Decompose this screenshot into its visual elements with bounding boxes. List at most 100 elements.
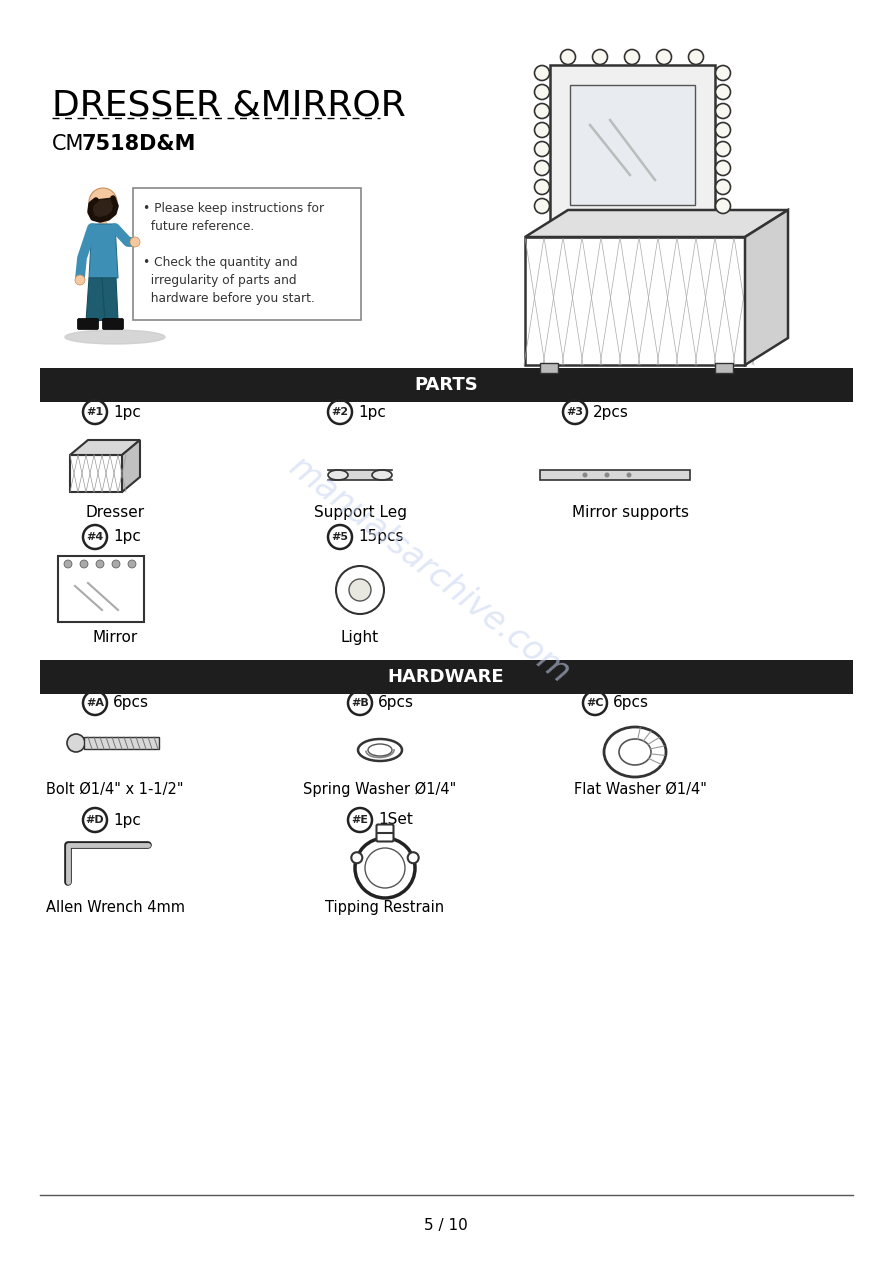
- FancyBboxPatch shape: [78, 318, 98, 330]
- Ellipse shape: [604, 727, 666, 777]
- Text: #3: #3: [566, 407, 583, 417]
- Text: • Check the quantity and: • Check the quantity and: [143, 256, 297, 269]
- Circle shape: [535, 141, 549, 157]
- Text: Allen Wrench 4mm: Allen Wrench 4mm: [46, 901, 185, 914]
- Circle shape: [535, 104, 549, 119]
- Text: #A: #A: [86, 698, 104, 709]
- Polygon shape: [525, 210, 788, 237]
- Text: manualsarchive.com: manualsarchive.com: [283, 450, 577, 690]
- Circle shape: [349, 578, 371, 601]
- Circle shape: [89, 188, 117, 216]
- Text: • Please keep instructions for: • Please keep instructions for: [143, 202, 324, 215]
- Text: Tipping Restrain: Tipping Restrain: [325, 901, 445, 914]
- Circle shape: [67, 734, 85, 751]
- Text: Dresser: Dresser: [86, 505, 145, 520]
- Ellipse shape: [358, 739, 402, 762]
- Circle shape: [624, 49, 639, 64]
- Text: Bolt Ø1/4" x 1-1/2": Bolt Ø1/4" x 1-1/2": [46, 782, 184, 797]
- Text: 6pcs: 6pcs: [378, 696, 414, 711]
- Circle shape: [592, 49, 607, 64]
- Text: 7518D&M: 7518D&M: [82, 134, 196, 154]
- Polygon shape: [745, 210, 788, 365]
- Circle shape: [535, 85, 549, 100]
- Circle shape: [689, 49, 704, 64]
- Polygon shape: [70, 440, 140, 455]
- Text: #D: #D: [86, 815, 104, 825]
- FancyBboxPatch shape: [570, 85, 695, 205]
- Polygon shape: [86, 278, 105, 322]
- Polygon shape: [90, 198, 116, 220]
- Circle shape: [130, 237, 140, 248]
- Text: 1pc: 1pc: [113, 812, 141, 827]
- Circle shape: [715, 179, 730, 195]
- Text: Light: Light: [341, 630, 379, 645]
- FancyBboxPatch shape: [103, 318, 123, 330]
- Circle shape: [656, 49, 672, 64]
- FancyBboxPatch shape: [377, 825, 394, 841]
- Circle shape: [715, 66, 730, 81]
- Polygon shape: [89, 224, 118, 278]
- FancyBboxPatch shape: [84, 738, 159, 749]
- Text: Mirror supports: Mirror supports: [572, 505, 689, 520]
- FancyBboxPatch shape: [40, 661, 853, 693]
- Text: #4: #4: [87, 532, 104, 542]
- FancyBboxPatch shape: [40, 368, 853, 402]
- FancyBboxPatch shape: [58, 556, 144, 621]
- Text: 1pc: 1pc: [113, 529, 141, 544]
- Text: 1pc: 1pc: [113, 404, 141, 419]
- Circle shape: [408, 853, 419, 863]
- Text: #B: #B: [351, 698, 369, 709]
- FancyBboxPatch shape: [540, 362, 558, 373]
- Text: 1Set: 1Set: [378, 812, 413, 827]
- Circle shape: [128, 560, 136, 568]
- Ellipse shape: [619, 739, 651, 765]
- Circle shape: [715, 141, 730, 157]
- Text: DRESSER &MIRROR: DRESSER &MIRROR: [52, 88, 405, 123]
- Ellipse shape: [65, 330, 165, 344]
- Ellipse shape: [328, 470, 348, 480]
- Circle shape: [112, 560, 120, 568]
- Polygon shape: [328, 470, 392, 480]
- Text: Flat Washer Ø1/4": Flat Washer Ø1/4": [573, 782, 706, 797]
- Text: hardware before you start.: hardware before you start.: [143, 292, 315, 304]
- Text: #E: #E: [352, 815, 369, 825]
- Ellipse shape: [372, 470, 392, 480]
- FancyBboxPatch shape: [540, 470, 690, 480]
- Text: 5 / 10: 5 / 10: [424, 1218, 468, 1233]
- Text: #2: #2: [331, 407, 348, 417]
- Text: #1: #1: [87, 407, 104, 417]
- Circle shape: [351, 853, 363, 863]
- Circle shape: [535, 123, 549, 138]
- Text: irregularity of parts and: irregularity of parts and: [143, 274, 296, 287]
- Text: 6pcs: 6pcs: [113, 696, 149, 711]
- Circle shape: [535, 160, 549, 176]
- Text: 2pcs: 2pcs: [593, 404, 629, 419]
- Text: CM: CM: [52, 134, 84, 154]
- Circle shape: [605, 472, 610, 477]
- Ellipse shape: [368, 744, 392, 757]
- Circle shape: [627, 472, 631, 477]
- Text: HARDWARE: HARDWARE: [388, 668, 505, 686]
- Circle shape: [535, 198, 549, 213]
- FancyBboxPatch shape: [715, 362, 733, 373]
- Circle shape: [715, 85, 730, 100]
- Circle shape: [80, 560, 88, 568]
- Text: Spring Washer Ø1/4": Spring Washer Ø1/4": [304, 782, 456, 797]
- Circle shape: [535, 66, 549, 81]
- Circle shape: [715, 198, 730, 213]
- Text: future reference.: future reference.: [143, 220, 255, 232]
- Circle shape: [715, 104, 730, 119]
- Text: Support Leg: Support Leg: [313, 505, 406, 520]
- Circle shape: [582, 472, 588, 477]
- Circle shape: [75, 275, 85, 285]
- Text: 6pcs: 6pcs: [613, 696, 649, 711]
- Text: #C: #C: [586, 698, 604, 709]
- Polygon shape: [102, 278, 118, 320]
- Polygon shape: [122, 440, 140, 493]
- Circle shape: [64, 560, 72, 568]
- Circle shape: [96, 560, 104, 568]
- FancyBboxPatch shape: [133, 188, 361, 320]
- Circle shape: [336, 566, 384, 614]
- Text: PARTS: PARTS: [414, 376, 478, 394]
- Text: Mirror: Mirror: [92, 630, 138, 645]
